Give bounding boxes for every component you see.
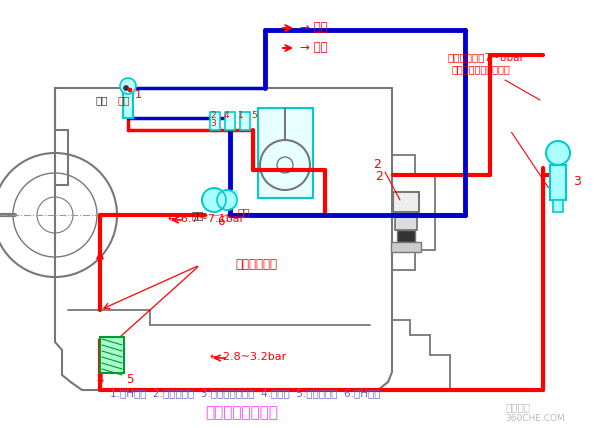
- Text: 4: 4: [224, 111, 230, 120]
- Text: 5: 5: [126, 373, 133, 386]
- Text: → 高档: → 高档: [300, 21, 328, 34]
- Text: → 低档: → 低档: [300, 41, 328, 54]
- Bar: [550, 165, 566, 200]
- Text: 2: 2: [210, 111, 215, 120]
- Text: 5: 5: [251, 111, 257, 120]
- Text: 红色: 红色: [118, 95, 131, 105]
- Bar: [210, 112, 220, 130]
- Circle shape: [124, 86, 128, 90]
- Text: 1: 1: [135, 90, 142, 100]
- Text: ← 6.7~7.1bar: ← 6.7~7.1bar: [168, 214, 244, 224]
- Text: 2: 2: [373, 158, 381, 171]
- Bar: [123, 90, 133, 118]
- Bar: [395, 212, 417, 230]
- Text: 1: 1: [238, 111, 244, 120]
- Text: 1.双H气阀  2.范围档气缸  3.空气滤清调节器  4.空气阀  5.离合器蹏板  6.单H气阀: 1.双H气阀 2.范围档气缸 3.空气滤清调节器 4.空气阀 5.离合器蹏板 6…: [110, 388, 380, 398]
- Bar: [258, 108, 313, 198]
- Circle shape: [120, 78, 136, 94]
- Text: 由主机厂自备: 由主机厂自备: [235, 258, 277, 271]
- Bar: [240, 112, 250, 130]
- Text: 黑色: 黑色: [192, 210, 205, 220]
- Text: 2: 2: [375, 170, 383, 183]
- Circle shape: [202, 188, 226, 212]
- Text: 变速器气路示意图: 变速器气路示意图: [205, 405, 278, 420]
- Text: 360CHE.COM: 360CHE.COM: [505, 414, 565, 423]
- Text: 红色: 红色: [237, 207, 250, 217]
- Text: 4: 4: [96, 373, 104, 386]
- Circle shape: [217, 190, 237, 210]
- Text: 3: 3: [210, 119, 216, 128]
- Text: 黑色: 黑色: [95, 95, 107, 105]
- Text: 压缩空气入口7~8bar: 压缩空气入口7~8bar: [448, 52, 525, 62]
- Bar: [206, 190, 238, 208]
- Bar: [100, 337, 124, 373]
- Bar: [393, 192, 419, 212]
- Bar: [225, 112, 235, 130]
- Bar: [391, 242, 421, 252]
- Text: ← 2.8~3.2bar: ← 2.8~3.2bar: [210, 352, 286, 362]
- Text: 卡车之家: 卡车之家: [505, 402, 530, 412]
- Bar: [397, 230, 415, 242]
- Circle shape: [128, 88, 132, 92]
- Text: （来自汽车的储气罐）: （来自汽车的储气罐）: [452, 64, 511, 74]
- Bar: [553, 200, 563, 212]
- Circle shape: [546, 141, 570, 165]
- Text: 3: 3: [573, 175, 581, 188]
- Text: 6: 6: [217, 215, 224, 228]
